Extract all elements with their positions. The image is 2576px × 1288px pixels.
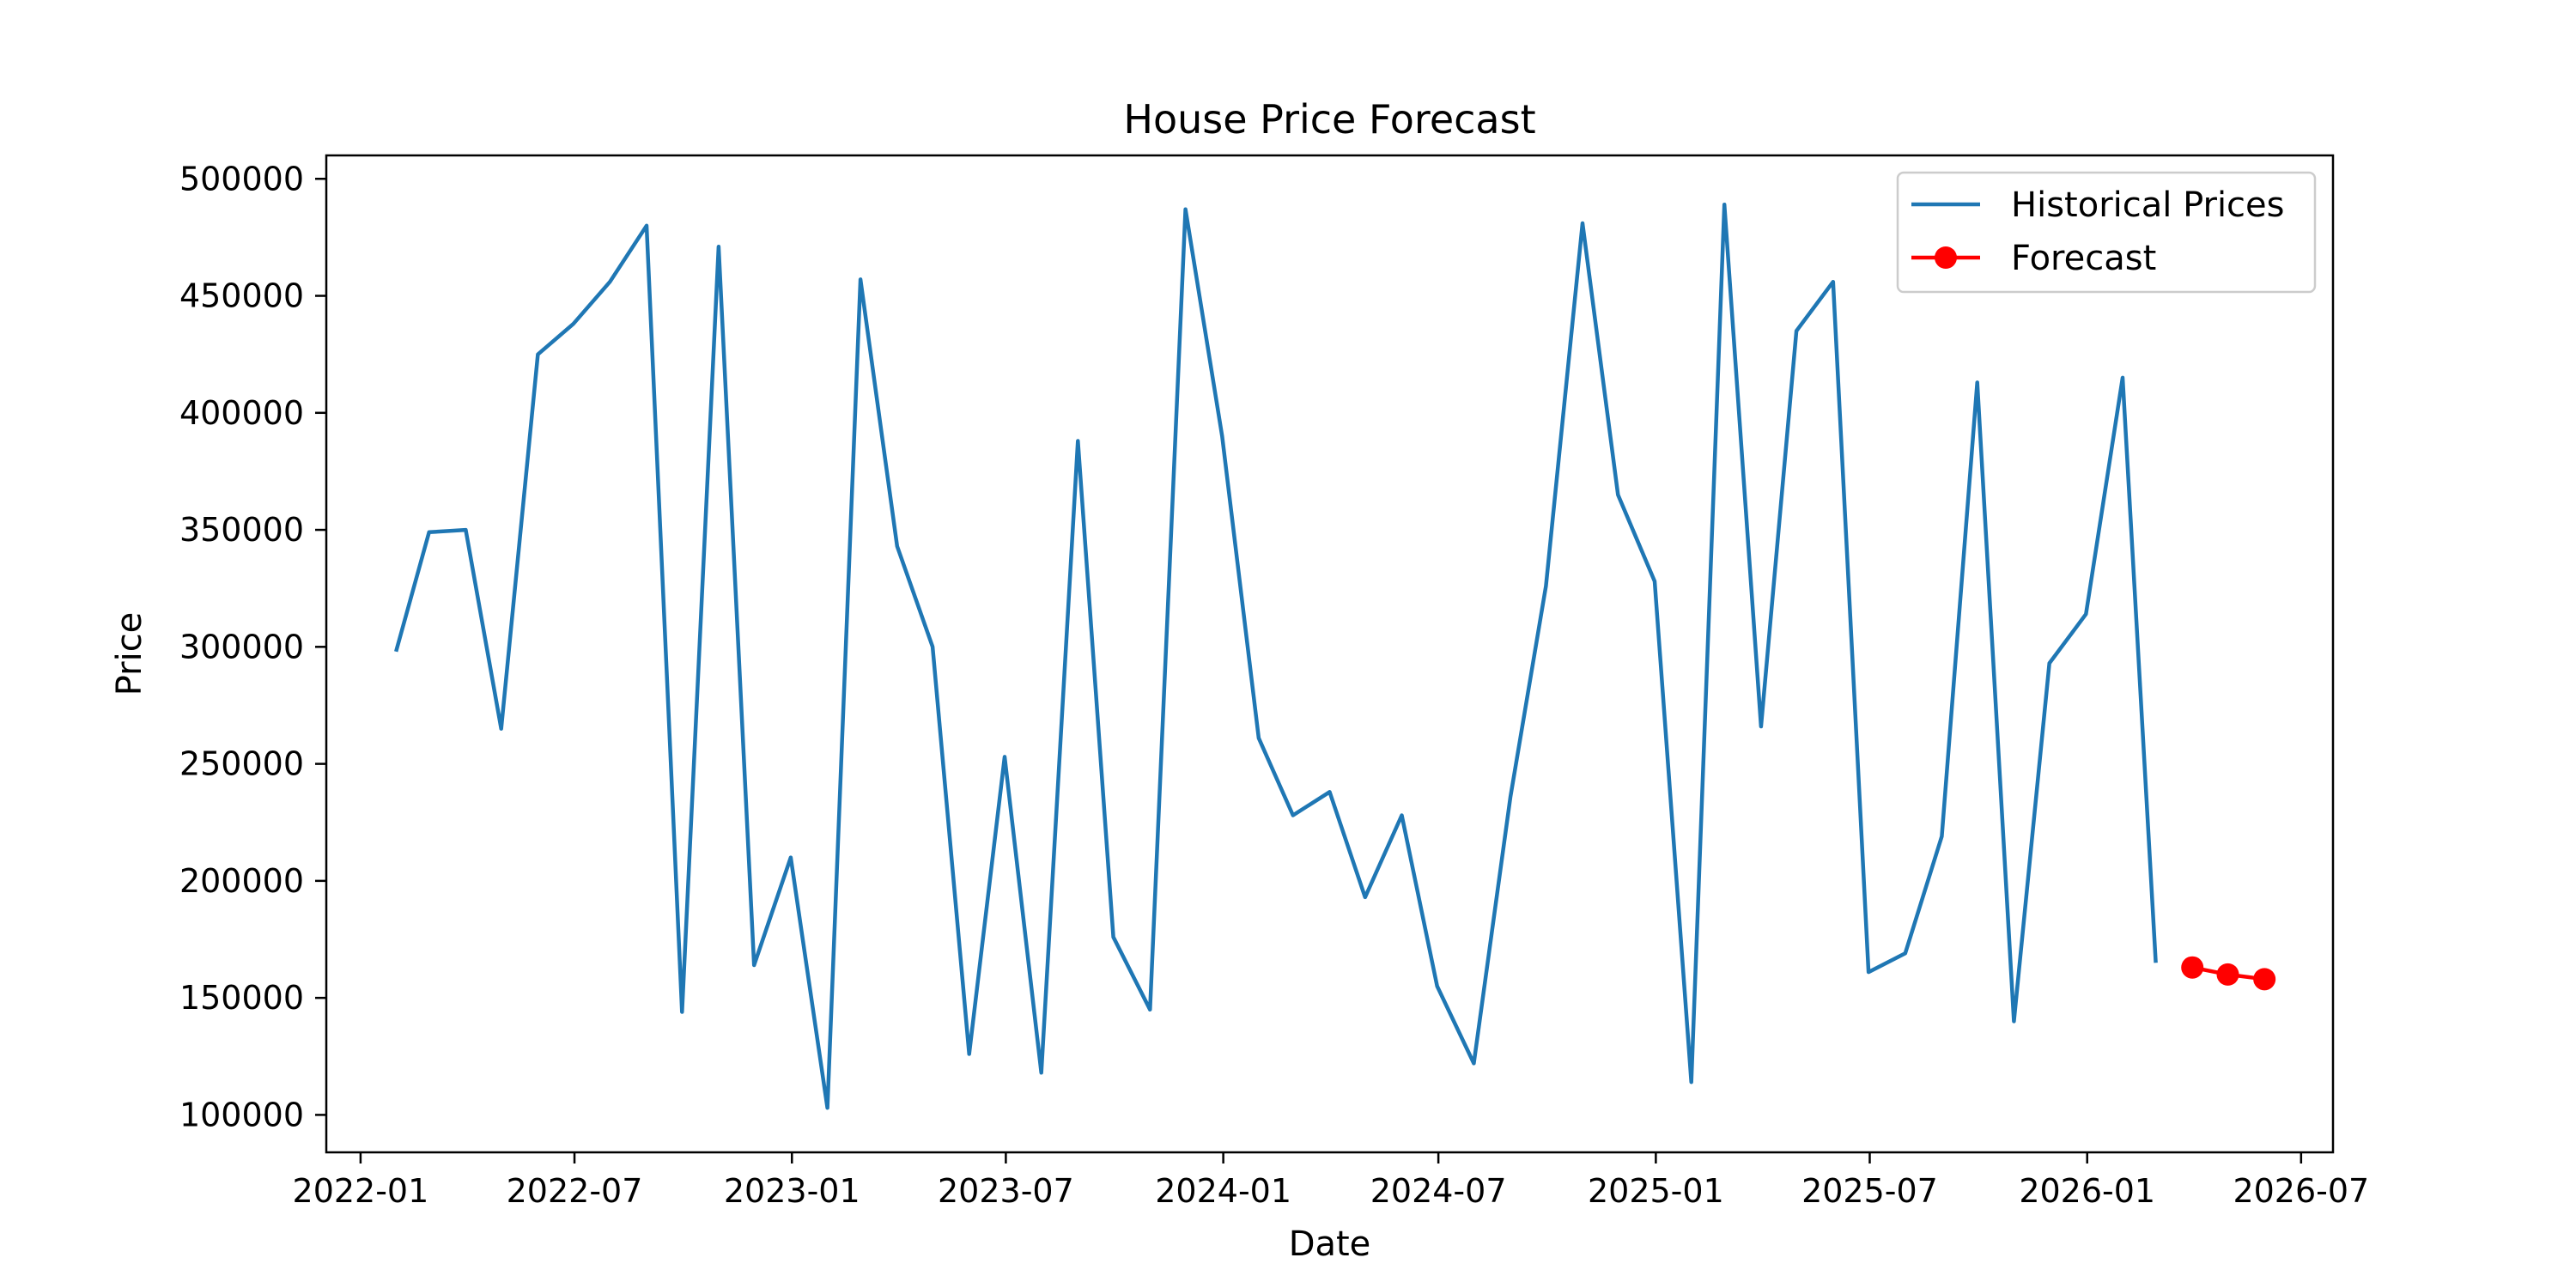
y-tick-label: 300000: [179, 628, 304, 665]
y-tick-label: 200000: [179, 862, 304, 900]
forecast-point: [2253, 968, 2276, 991]
chart-title: House Price Forecast: [1123, 96, 1535, 143]
legend-marker-forecast: [1935, 246, 1957, 269]
x-tick-label: 2025-07: [1801, 1172, 1938, 1210]
x-tick-label: 2023-07: [938, 1172, 1074, 1210]
y-tick-label: 400000: [179, 394, 304, 432]
x-axis-label: Date: [1289, 1224, 1371, 1264]
x-tick-label: 2022-01: [293, 1172, 429, 1210]
x-tick-label: 2024-07: [1370, 1172, 1507, 1210]
x-tick-label: 2023-01: [724, 1172, 860, 1210]
legend-box: [1896, 171, 2317, 294]
y-tick-label: 450000: [179, 277, 304, 315]
x-tick-label: 2026-01: [2019, 1172, 2155, 1210]
legend-label-forecast: Forecast: [2011, 239, 2156, 278]
y-tick-label: 100000: [179, 1096, 304, 1133]
y-axis-label: Price: [110, 612, 149, 696]
forecast-point: [2181, 956, 2204, 979]
x-tick-label: 2025-01: [1588, 1172, 1724, 1210]
y-tick-label: 350000: [179, 511, 304, 549]
x-tick-label: 2024-01: [1155, 1172, 1291, 1210]
plot-content: [394, 202, 2276, 1110]
y-tick-label: 250000: [179, 745, 304, 783]
legend-label-historical-prices: Historical Prices: [2011, 185, 2285, 225]
historical-prices-line: [394, 202, 2158, 1110]
legend: Historical Prices Forecast: [1896, 171, 2317, 294]
forecast-point: [2216, 963, 2239, 986]
y-tick-label: 500000: [179, 160, 304, 197]
x-tick-label: 2026-07: [2233, 1172, 2369, 1210]
plot-frame: [325, 154, 2335, 1154]
x-axis: 2022-01 2022-07 2023-01 2023-07 2024-01 2024-…: [293, 1152, 2369, 1210]
y-axis: 100000 150000 200000 250000 300000 350000 4000…: [179, 160, 326, 1133]
x-tick-label: 2022-07: [507, 1172, 643, 1210]
y-tick-label: 150000: [179, 979, 304, 1017]
